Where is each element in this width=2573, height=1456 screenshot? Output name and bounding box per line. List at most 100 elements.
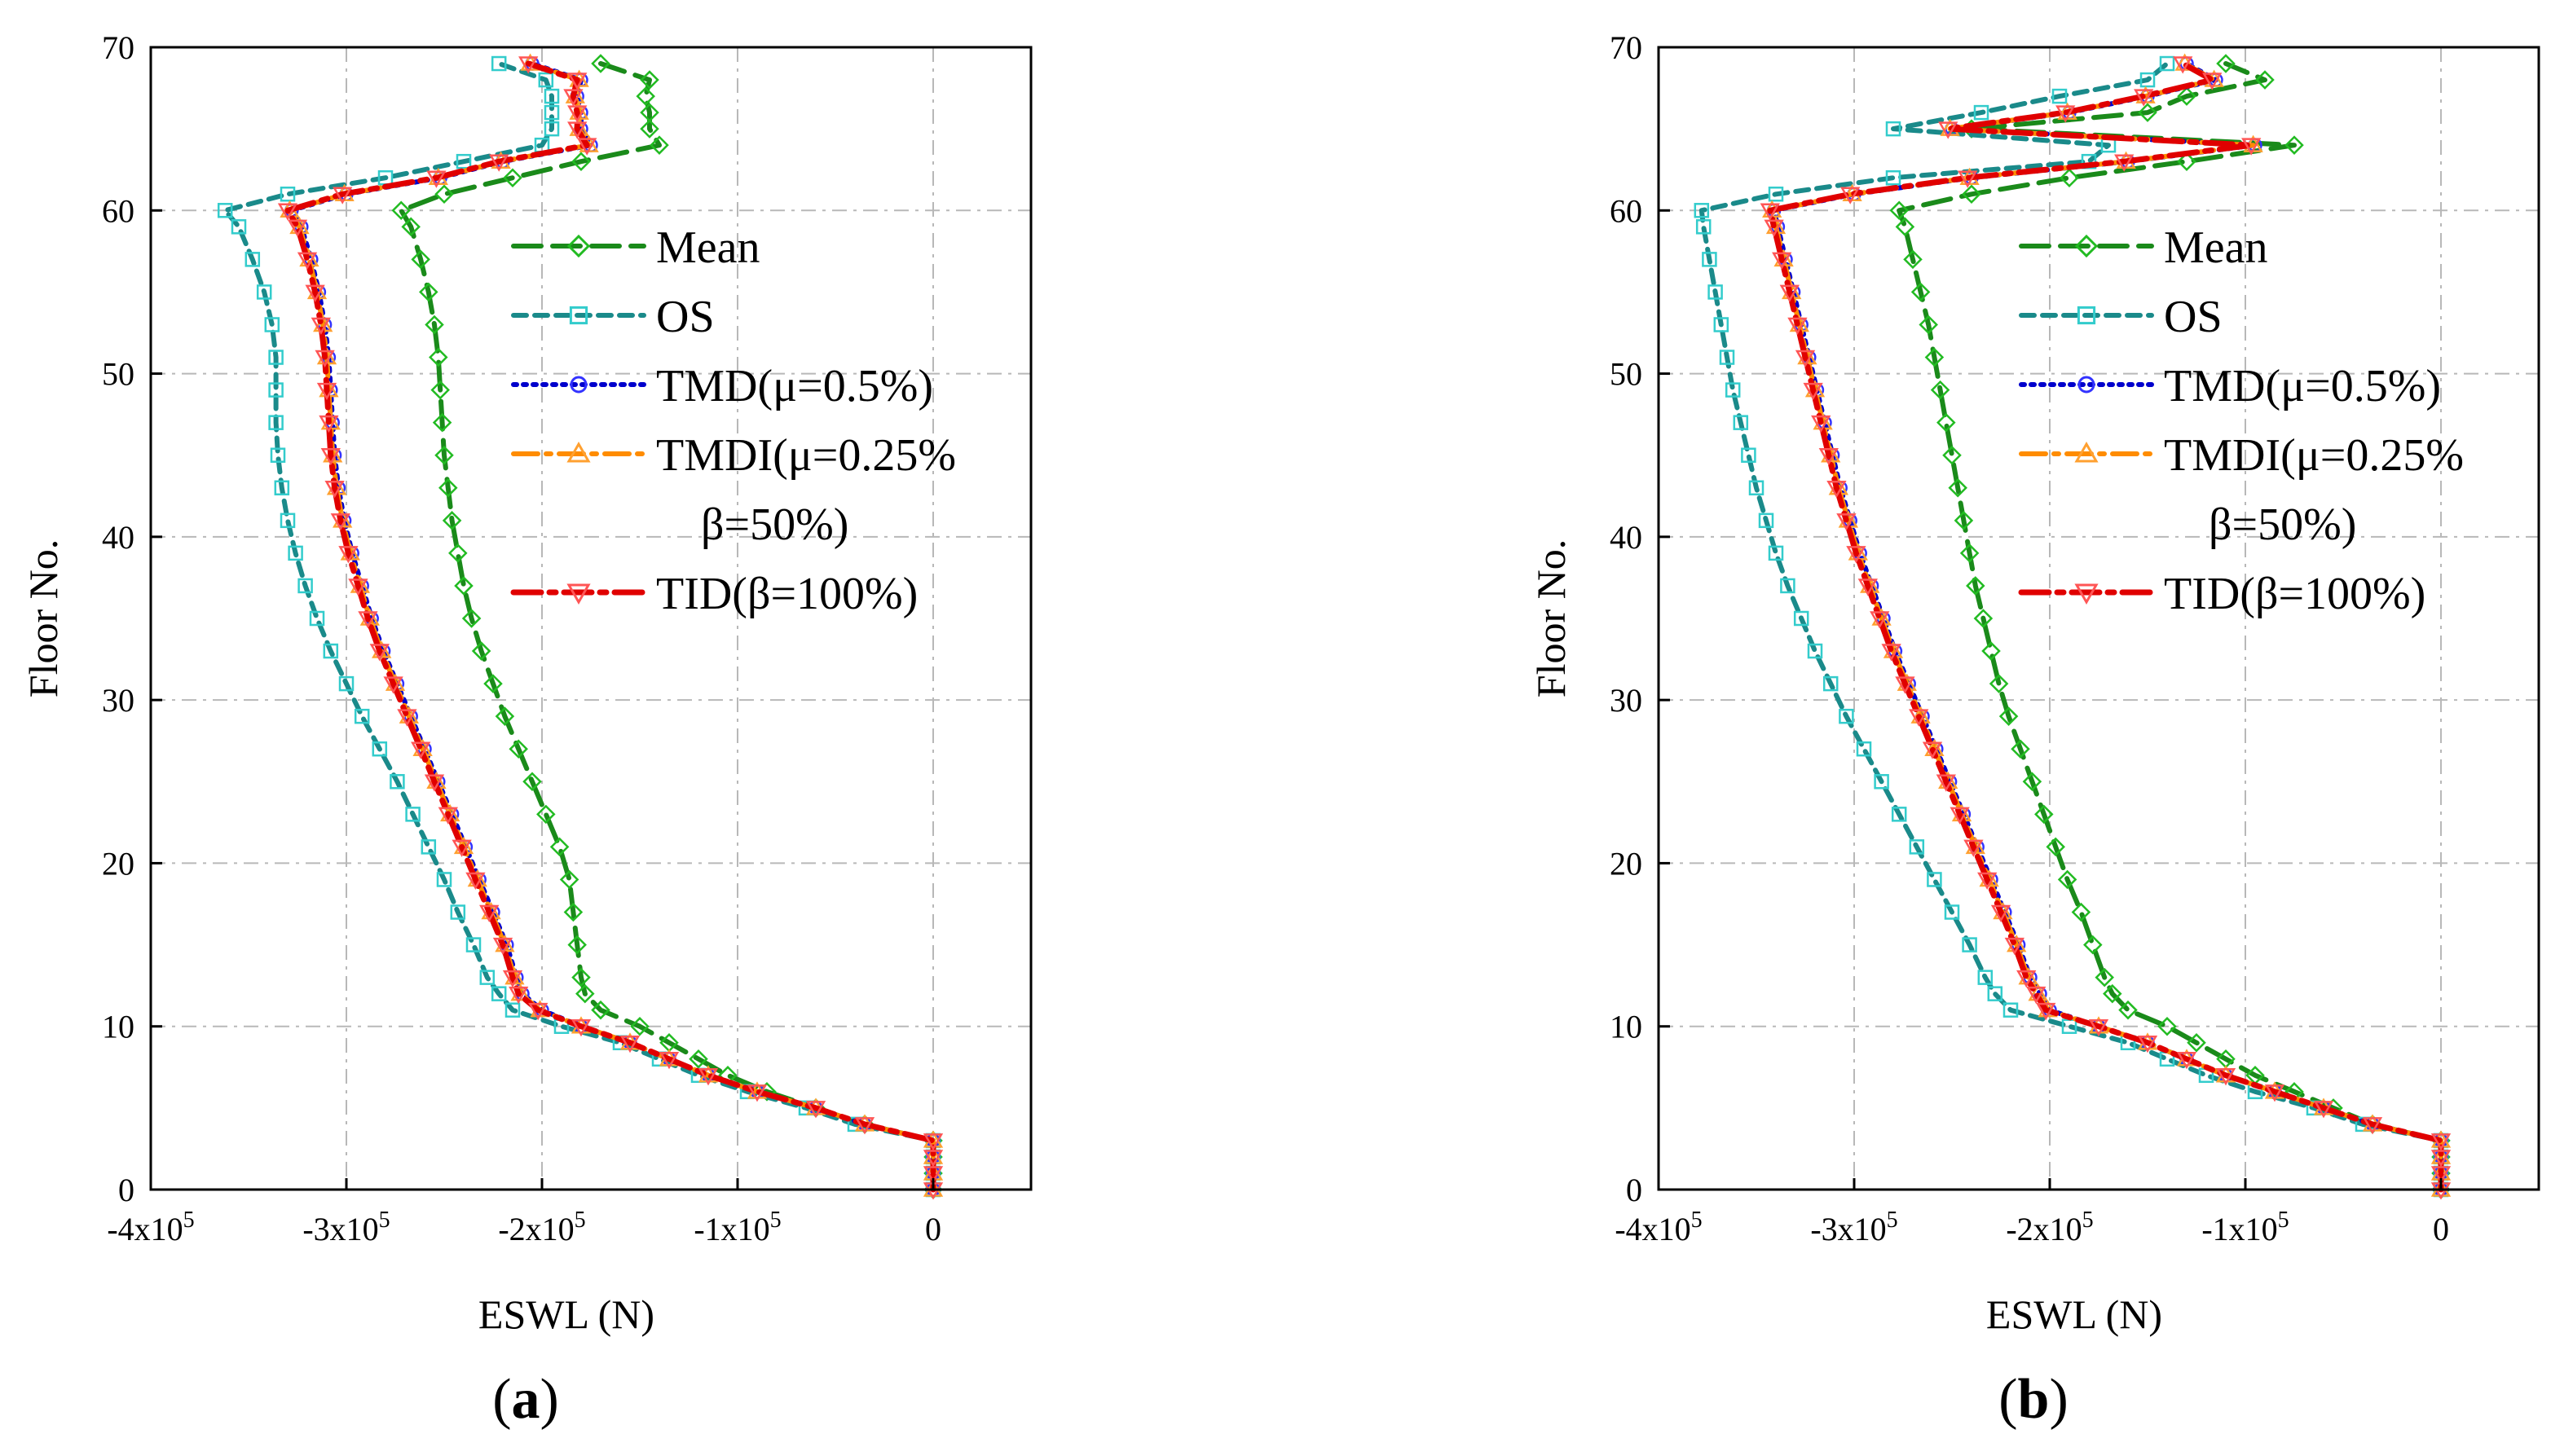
- data-point: [358, 611, 378, 629]
- data-point: [245, 252, 261, 267]
- data-point: [544, 104, 560, 121]
- legend-marker: [570, 376, 588, 394]
- data-point: [2202, 73, 2223, 90]
- data-point: [2134, 89, 2154, 107]
- data-point: [1903, 249, 1923, 270]
- legend-label: TID(β=100%): [656, 569, 918, 619]
- data-point: [297, 252, 318, 270]
- data-point: [591, 54, 610, 73]
- data-point: [369, 644, 390, 662]
- data-point: [502, 970, 523, 988]
- data-point: [277, 203, 298, 221]
- gridlines: [151, 47, 1031, 1190]
- data-point: [2216, 54, 2236, 73]
- data-point: [571, 1018, 592, 1037]
- data-point: [2060, 168, 2079, 187]
- data-point: [567, 73, 588, 90]
- data-point: [438, 807, 458, 825]
- legend-label: Mean: [656, 222, 760, 273]
- legend-marker: [2077, 376, 2095, 394]
- data-point: [567, 105, 588, 123]
- y-tick-label: 10: [102, 1009, 134, 1045]
- data-point: [354, 708, 370, 724]
- data-point: [424, 774, 445, 792]
- legend-label: TMDI(μ=0.25%: [656, 430, 956, 481]
- data-point: [1938, 121, 1958, 139]
- data-point: [448, 543, 468, 563]
- data-point: [2022, 772, 2042, 792]
- data-point: [1885, 169, 1901, 186]
- data-point: [1846, 546, 1866, 564]
- data-point: [1811, 415, 1831, 433]
- series-line: [1897, 61, 2443, 1192]
- data-point: [397, 709, 417, 727]
- data-point: [268, 382, 284, 398]
- legend-label: TMDI(μ=0.25%: [2164, 430, 2464, 481]
- data-point: [426, 170, 447, 188]
- x-tick-label: -1x105: [694, 1207, 781, 1247]
- y-tick-label: 20: [102, 845, 134, 882]
- data-point: [1779, 284, 1800, 302]
- y-tick-label: 70: [102, 29, 134, 66]
- chart-panel-b: 0 10 20 30 40 50 60 70 -4x105 -3x105 -2x105 -1x105 0…: [1528, 29, 2540, 1431]
- data-point: [2177, 152, 2196, 171]
- data-point: [559, 869, 579, 890]
- data-point: [2103, 983, 2122, 1004]
- data-point: [1818, 447, 1839, 466]
- data-point: [518, 56, 539, 74]
- x-tick-label: 0: [925, 1211, 941, 1247]
- data-point: [1793, 610, 1809, 627]
- data-point: [1944, 904, 1960, 920]
- data-point: [640, 119, 659, 139]
- data-point: [1857, 578, 1878, 596]
- y-axis: 0 10 20 30 40 50 60 70: [1610, 29, 1670, 1208]
- data-point: [2137, 1035, 2158, 1054]
- data-point: [316, 382, 337, 401]
- data-point: [1930, 380, 1950, 400]
- data-point: [650, 135, 669, 155]
- data-point: [338, 546, 359, 564]
- x-tick-label: 0: [2433, 1211, 2449, 1247]
- legend-marker: [2077, 306, 2096, 325]
- data-point: [315, 350, 335, 368]
- x-axis: -4x105 -3x105 -2x105 -1x105 0: [107, 1178, 941, 1247]
- y-tick-label: 60: [102, 192, 134, 229]
- data-point: [1733, 415, 1749, 430]
- data-point: [538, 72, 554, 88]
- x-axis-title: ESWL (N): [1986, 1291, 2162, 1337]
- data-point: [287, 219, 308, 237]
- y-axis: 0 10 20 30 40 50 60 70: [102, 29, 162, 1208]
- data-point: [591, 1000, 610, 1020]
- panel-label: (a): [492, 1368, 559, 1431]
- data-point: [465, 872, 486, 890]
- legend: Mean OS TMD(μ=0.5%) TMDI(μ=0.25% β=50%) TID(β…: [2018, 222, 2464, 619]
- legend-marker: [566, 583, 591, 605]
- data-point: [288, 545, 303, 561]
- data-point: [2095, 967, 2114, 988]
- data-point: [2057, 869, 2077, 890]
- data-point: [1987, 986, 2003, 1001]
- data-point: [659, 1052, 680, 1070]
- data-point: [479, 970, 496, 985]
- data-point: [1963, 839, 1984, 857]
- legend-marker: [2074, 583, 2099, 605]
- y-tick-label: 0: [1626, 1172, 1642, 1208]
- data-point: [1942, 445, 1962, 465]
- data-point: [536, 804, 556, 825]
- data-point: [1840, 187, 1861, 205]
- data-point: [489, 154, 509, 172]
- data-point: [1950, 807, 1970, 825]
- data-point: [2051, 88, 2068, 104]
- legend-label: TMD(μ=0.5%): [2164, 361, 2441, 411]
- legend-marker: [566, 441, 591, 463]
- data-point: [1772, 252, 1792, 270]
- x-axis-title: ESWL (N): [478, 1291, 654, 1337]
- data-point: [567, 935, 587, 955]
- data-point: [2055, 105, 2076, 123]
- x-tick-label: -3x105: [302, 1207, 390, 1247]
- data-point: [549, 837, 570, 857]
- data-point: [2046, 837, 2065, 857]
- data-point: [1885, 121, 1901, 137]
- data-point: [479, 904, 500, 923]
